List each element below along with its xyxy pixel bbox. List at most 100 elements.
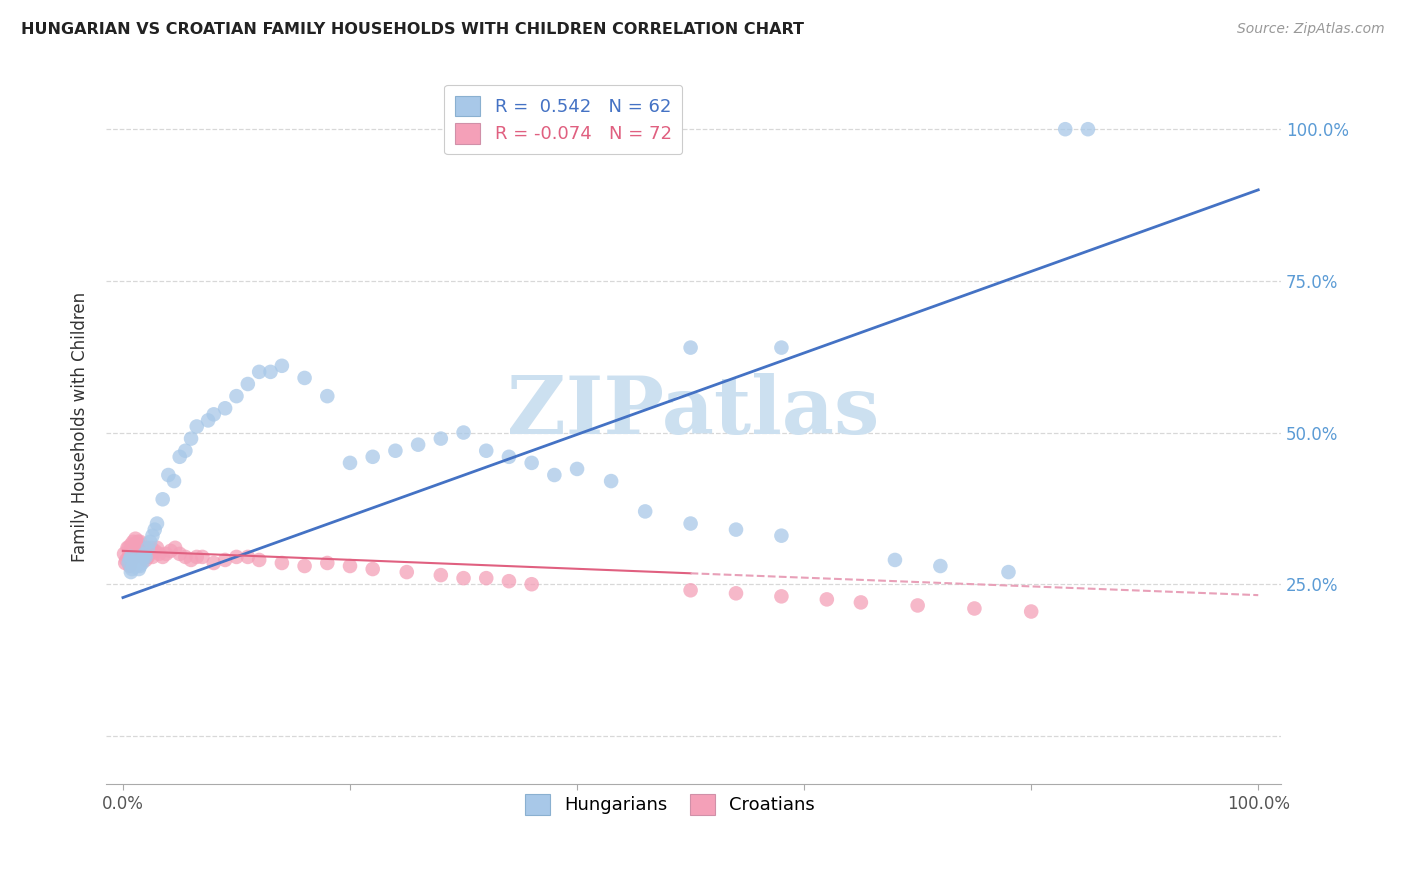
Point <box>141 549 163 564</box>
Point <box>136 541 159 555</box>
Point <box>135 553 157 567</box>
Point <box>117 549 139 564</box>
Point <box>498 450 520 464</box>
Point <box>129 547 152 561</box>
Point <box>430 568 453 582</box>
Point <box>294 371 316 385</box>
Point <box>135 541 157 555</box>
Point <box>152 492 174 507</box>
Point <box>202 556 225 570</box>
Point <box>163 474 186 488</box>
Point <box>114 556 136 570</box>
Point <box>169 547 191 561</box>
Point <box>520 577 543 591</box>
Point <box>316 556 339 570</box>
Point <box>125 538 148 552</box>
Point <box>128 544 150 558</box>
Point <box>963 601 986 615</box>
Point <box>132 549 155 564</box>
Point <box>634 504 657 518</box>
Point <box>770 341 793 355</box>
Point <box>339 456 361 470</box>
Point <box>121 541 143 555</box>
Point <box>127 556 149 570</box>
Point <box>117 541 139 555</box>
Point <box>112 547 135 561</box>
Point <box>129 544 152 558</box>
Point <box>259 365 281 379</box>
Point <box>294 559 316 574</box>
Point <box>121 562 143 576</box>
Point <box>115 553 138 567</box>
Point <box>120 549 142 564</box>
Point <box>770 590 793 604</box>
Point <box>270 359 292 373</box>
Point <box>395 565 418 579</box>
Point <box>125 559 148 574</box>
Point <box>122 559 145 574</box>
Point <box>120 538 142 552</box>
Point <box>815 592 838 607</box>
Point <box>565 462 588 476</box>
Point <box>225 549 247 564</box>
Point <box>134 544 156 558</box>
Point <box>143 544 166 558</box>
Point <box>907 599 929 613</box>
Point <box>236 376 259 391</box>
Point <box>384 443 406 458</box>
Point <box>141 541 163 555</box>
Point <box>146 516 169 531</box>
Point <box>997 565 1019 579</box>
Point <box>120 549 142 564</box>
Point <box>214 401 236 416</box>
Point <box>316 389 339 403</box>
Point <box>884 553 907 567</box>
Point <box>136 549 159 564</box>
Point <box>135 549 157 564</box>
Point <box>453 571 475 585</box>
Point <box>498 574 520 589</box>
Point <box>520 456 543 470</box>
Point <box>124 556 146 570</box>
Text: ZIPatlas: ZIPatlas <box>508 373 880 451</box>
Point <box>139 534 162 549</box>
Point <box>131 541 153 555</box>
Point <box>128 562 150 576</box>
Point <box>122 547 145 561</box>
Point <box>127 541 149 555</box>
Point <box>339 559 361 574</box>
Point <box>129 534 152 549</box>
Point <box>120 565 142 579</box>
Point <box>270 556 292 570</box>
Point <box>1077 122 1099 136</box>
Point <box>148 547 170 561</box>
Point <box>361 562 384 576</box>
Point <box>157 468 180 483</box>
Point <box>543 468 565 483</box>
Point <box>197 413 219 427</box>
Point <box>132 549 155 564</box>
Point <box>724 523 747 537</box>
Text: Source: ZipAtlas.com: Source: ZipAtlas.com <box>1237 22 1385 37</box>
Point <box>247 365 270 379</box>
Point <box>118 559 141 574</box>
Point <box>118 547 141 561</box>
Point <box>430 432 453 446</box>
Point <box>143 523 166 537</box>
Point <box>117 541 139 555</box>
Point <box>124 532 146 546</box>
Point <box>122 534 145 549</box>
Point <box>127 534 149 549</box>
Point <box>174 549 197 564</box>
Point <box>247 553 270 567</box>
Point <box>131 556 153 570</box>
Point <box>202 408 225 422</box>
Point <box>849 595 872 609</box>
Point <box>138 547 160 561</box>
Point <box>124 544 146 558</box>
Point <box>186 549 208 564</box>
Point <box>225 389 247 403</box>
Point <box>129 559 152 574</box>
Point <box>1019 605 1042 619</box>
Point <box>174 443 197 458</box>
